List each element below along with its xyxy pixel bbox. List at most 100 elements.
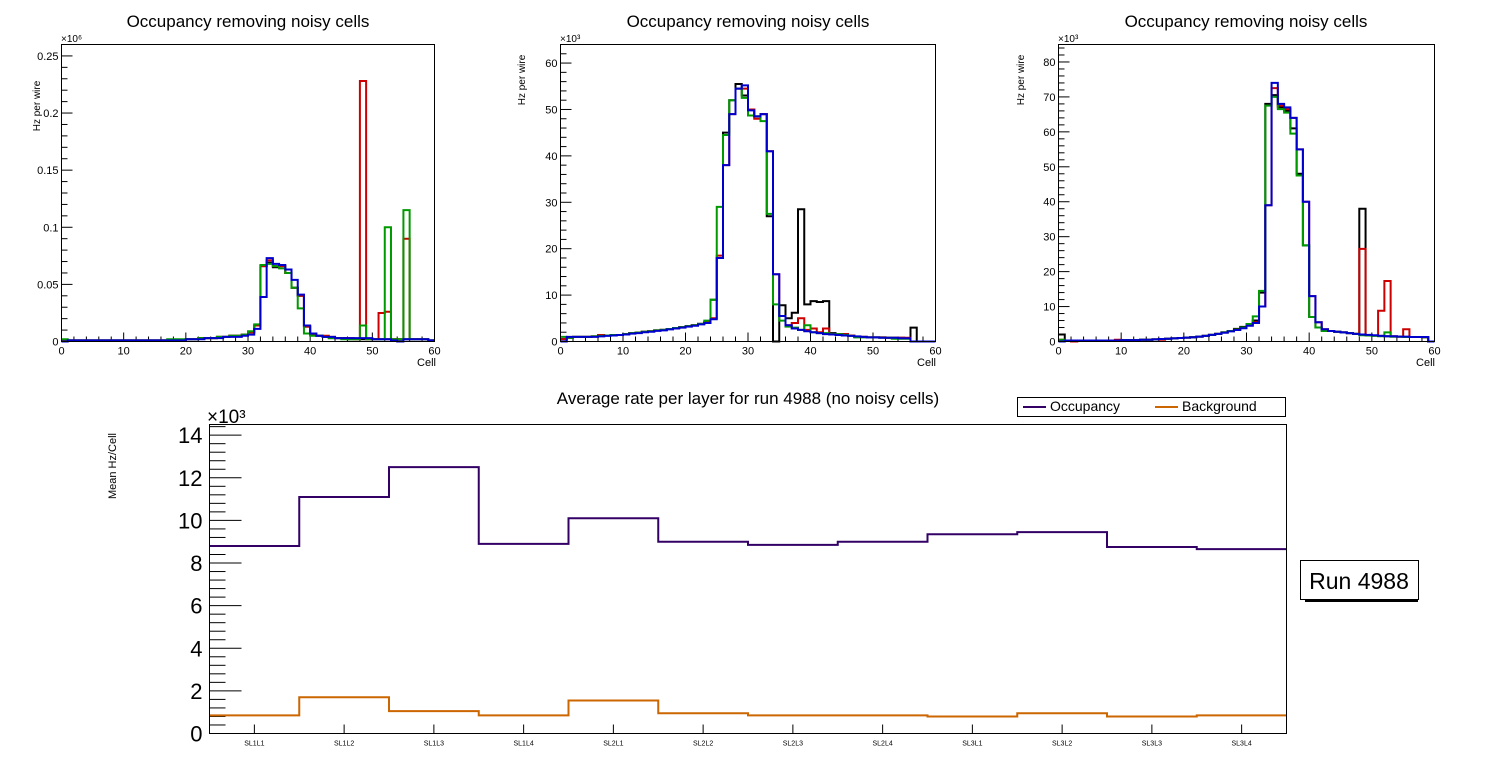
y-tick-label: 20: [545, 244, 557, 256]
y-tick-label: 10: [1043, 302, 1055, 314]
panel-3-x-axis-label: Cell: [1416, 357, 1435, 369]
y-tick-label: 12: [178, 466, 202, 491]
panel-1-series: [61, 80, 435, 343]
panel-2-x-axis-label: Cell: [917, 357, 936, 369]
legend: Occupancy Background: [1017, 397, 1286, 417]
x-tick-label: SL1L2: [334, 741, 354, 748]
run-annotation-text: Run 4988: [1309, 568, 1409, 594]
x-tick-label: SL3L3: [1142, 741, 1162, 748]
panel-1-y-multiplier: ×10⁶: [61, 34, 82, 45]
y-tick-label: 14: [178, 423, 202, 448]
panel-1-title: Occupancy removing noisy cells: [127, 12, 370, 31]
y-tick-label: 0: [52, 337, 58, 349]
x-tick-label: 30: [742, 346, 754, 358]
run-annotation-box: [1300, 560, 1419, 600]
y-tick-label: 10: [178, 508, 202, 533]
x-tick-label: SL1L4: [514, 741, 534, 748]
y-tick-label: 20: [1043, 267, 1055, 279]
panel-3-frame: [1058, 44, 1435, 342]
panel-2-frame: [560, 44, 936, 342]
y-tick-label: 0: [1049, 337, 1055, 349]
series-red: [1058, 87, 1435, 343]
panel-2-y-axis-label: Hz per wire: [517, 54, 528, 105]
x-tick-label: SL2L1: [603, 741, 623, 748]
x-tick-label: 60: [1428, 346, 1440, 358]
panel-3-y-axis-label: Hz per wire: [1016, 54, 1027, 105]
x-tick-label: SL2L3: [783, 741, 803, 748]
y-tick-label: 0: [190, 722, 202, 747]
y-tick-label: 0.15: [37, 165, 58, 177]
x-tick-label: 20: [679, 346, 691, 358]
y-tick-label: 6: [190, 594, 202, 619]
histogram-panel-2: Occupancy removing noisy cells ×10³ Hz p…: [517, 12, 942, 369]
panel-2-series: [560, 82, 936, 343]
x-tick-label: 50: [867, 346, 879, 358]
x-tick-label: 60: [929, 346, 941, 358]
y-tick-label: 40: [1043, 197, 1055, 209]
panel-1-y-axis-label: Hz per wire: [32, 80, 43, 131]
y-tick-label: 0.25: [37, 51, 58, 63]
layer-rate-title: Average rate per layer for run 4988 (no …: [557, 389, 939, 408]
layer-rate-y-axis-label: Mean Hz/Cell: [107, 433, 119, 499]
panel-3-series: [1058, 81, 1435, 343]
histogram-panel-1: Occupancy removing noisy cells ×10⁶ Hz p…: [32, 12, 441, 369]
series-blue: [560, 84, 936, 343]
x-tick-label: SL3L2: [1052, 741, 1072, 748]
layer-rate-y-multiplier: ×10³: [207, 407, 246, 428]
legend-label-occupancy: Occupancy: [1050, 398, 1120, 414]
series-background: [209, 696, 1287, 718]
panel-2-ticks: 0 10 20 30 40 50 60 0 10 20 30 40 50 60: [545, 44, 942, 358]
layer-rate-series: [209, 466, 1287, 718]
series-black: [1058, 94, 1435, 343]
series-occupancy: [209, 466, 1287, 551]
y-tick-label: 50: [545, 104, 557, 116]
series-blue: [1058, 81, 1435, 343]
panel-1-frame: [61, 44, 435, 342]
panel-2-y-multiplier: ×10³: [560, 34, 581, 45]
y-tick-label: 0: [551, 337, 557, 349]
x-tick-label: SL3L4: [1232, 741, 1252, 748]
y-tick-label: 2: [190, 679, 202, 704]
x-tick-label: SL3L1: [962, 741, 982, 748]
legend-label-background: Background: [1182, 398, 1257, 414]
y-tick-label: 80: [1043, 57, 1055, 69]
x-tick-label: 20: [180, 346, 192, 358]
x-tick-label: 10: [617, 346, 629, 358]
series-red: [61, 80, 435, 342]
x-tick-label: 50: [1366, 346, 1378, 358]
panel-2-title: Occupancy removing noisy cells: [627, 12, 870, 31]
layer-rate-panel: Average rate per layer for run 4988 (no …: [107, 389, 1419, 748]
layer-rate-ticks: 0 2 4 6 8 10 12 14 SL1L1 SL1L2 SL1L3 SL1L4 SL2L1 SL2L…: [178, 423, 1252, 747]
y-tick-label: 60: [1043, 127, 1055, 139]
run-annotation: Run 4988: [1300, 560, 1419, 602]
series-green: [1058, 95, 1435, 343]
y-tick-label: 4: [190, 636, 202, 661]
y-tick-label: 40: [545, 151, 557, 163]
y-tick-label: 0.05: [37, 279, 58, 291]
x-tick-label: SL2L4: [873, 741, 893, 748]
x-tick-label: 10: [1115, 346, 1127, 358]
x-tick-label: SL1L3: [424, 741, 444, 748]
y-tick-label: 0.1: [43, 222, 58, 234]
x-tick-label: 40: [304, 346, 316, 358]
x-tick-label: 20: [1178, 346, 1190, 358]
x-tick-label: 0: [58, 346, 64, 358]
x-tick-label: 40: [804, 346, 816, 358]
x-tick-label: SL2L2: [693, 741, 713, 748]
x-tick-label: 50: [366, 346, 378, 358]
y-tick-label: 70: [1043, 92, 1055, 104]
legend-box: [1017, 397, 1286, 417]
x-tick-label: 30: [242, 346, 254, 358]
y-tick-label: 10: [545, 290, 557, 302]
y-tick-label: 30: [1043, 232, 1055, 244]
y-tick-label: 60: [545, 58, 557, 70]
series-blue: [61, 257, 435, 343]
panel-1-x-axis-label: Cell: [417, 357, 436, 369]
x-tick-label: 10: [118, 346, 130, 358]
panel-3-ticks: 0 10 20 30 40 50 60 0 10 20 30 40 50 60 70 80: [1043, 47, 1441, 358]
y-tick-label: 8: [190, 551, 202, 576]
x-tick-label: 30: [1240, 346, 1252, 358]
y-tick-label: 30: [545, 197, 557, 209]
y-tick-label: 50: [1043, 162, 1055, 174]
